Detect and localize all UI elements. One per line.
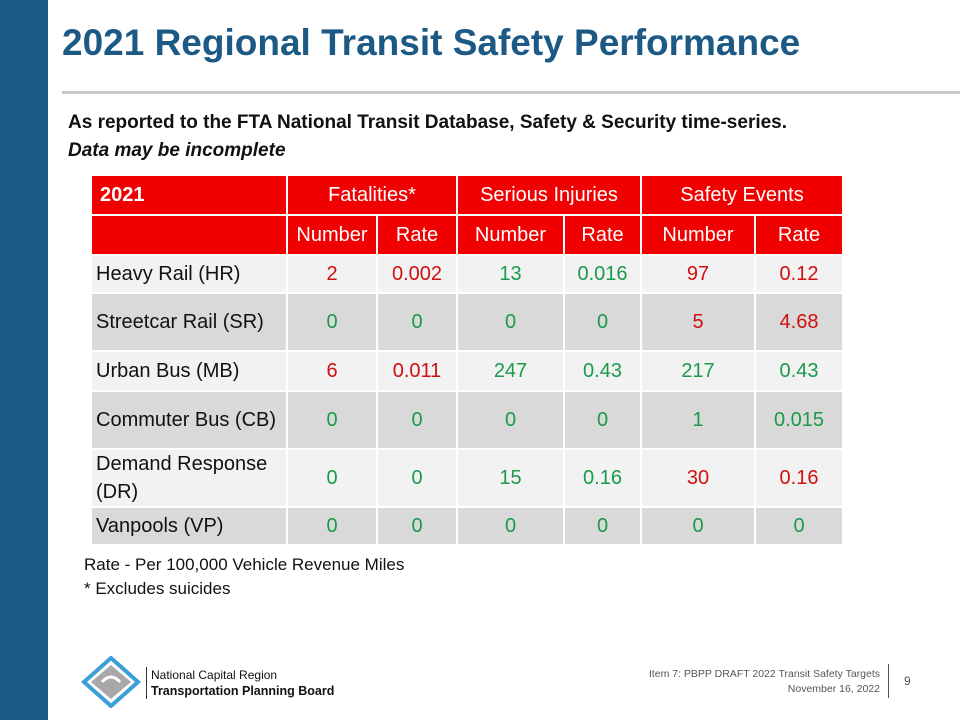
- table-cell: 0.16: [563, 448, 642, 508]
- table-cell: 0: [376, 448, 458, 508]
- org-line2: Transportation Planning Board: [151, 684, 335, 698]
- year-header: 2021: [90, 174, 288, 216]
- table-cell: 0.43: [754, 350, 844, 392]
- table-cell: 1: [640, 390, 756, 450]
- table-cell: 0: [563, 292, 642, 352]
- row-label: Commuter Bus (CB): [90, 390, 288, 450]
- table-cell: 30: [640, 448, 756, 508]
- subheader: Rate: [754, 214, 844, 256]
- title-divider: [62, 91, 960, 94]
- sidebar-band: [0, 0, 48, 720]
- table-row: Demand Response (DR) 0 0 15 0.16 30 0.16: [90, 448, 844, 508]
- footer-item: Item 7: PBPP DRAFT 2022 Transit Safety T…: [648, 668, 880, 680]
- table-cell: 0: [286, 506, 378, 546]
- safety-table: 2021 Fatalities* Serious Injuries Safety…: [90, 174, 844, 546]
- table-cell: 0: [754, 506, 844, 546]
- table-cell: 0: [376, 390, 458, 450]
- page-title: 2021 Regional Transit Safety Performance: [62, 22, 801, 63]
- subtitle-note: Data may be incomplete: [68, 140, 286, 161]
- table-cell: 0.002: [376, 254, 458, 294]
- table-cell: 0.12: [754, 254, 844, 294]
- table-cell: 0.011: [376, 350, 458, 392]
- table-cell: 0: [456, 506, 565, 546]
- table-cell: 0.43: [563, 350, 642, 392]
- subheader: Number: [456, 214, 565, 256]
- table-cell: 5: [640, 292, 756, 352]
- table-cell: 2: [286, 254, 378, 294]
- row-label: Vanpools (VP): [90, 506, 288, 546]
- subheader: Number: [286, 214, 378, 256]
- table-cell: 0: [286, 390, 378, 450]
- table-cell: 0.015: [754, 390, 844, 450]
- row-label: Heavy Rail (HR): [90, 254, 288, 294]
- table-cell: 13: [456, 254, 565, 294]
- tpb-logo-icon: [80, 656, 142, 708]
- subheader: Rate: [563, 214, 642, 256]
- table-cell: 0: [286, 292, 378, 352]
- table-cell: 4.68: [754, 292, 844, 352]
- table-cell: 15: [456, 448, 565, 508]
- table-cell: 0: [640, 506, 756, 546]
- org-line1: National Capital Region: [151, 668, 278, 682]
- table-cell: 0: [456, 292, 565, 352]
- row-label: Urban Bus (MB): [90, 350, 288, 392]
- table-cell: 0.16: [754, 448, 844, 508]
- rate-note: Rate - Per 100,000 Vehicle Revenue Miles: [84, 555, 405, 574]
- subheader: Number: [640, 214, 756, 256]
- table-row: Heavy Rail (HR) 2 0.002 13 0.016 97 0.12: [90, 254, 844, 294]
- table-cell: 6: [286, 350, 378, 392]
- table-cell: 217: [640, 350, 756, 392]
- group-header: Fatalities*: [286, 174, 458, 216]
- subtitle: As reported to the FTA National Transit …: [68, 112, 788, 133]
- table-cell: 97: [640, 254, 756, 294]
- table-cell: 0: [563, 390, 642, 450]
- page-number: 9: [904, 674, 911, 688]
- table-row: Streetcar Rail (SR) 0 0 0 0 5 4.68: [90, 292, 844, 352]
- table-cell: 0.016: [563, 254, 642, 294]
- table-cell: 0: [376, 292, 458, 352]
- group-header: Serious Injuries: [456, 174, 642, 216]
- footer-info: Item 7: PBPP DRAFT 2022 Transit Safety T…: [649, 667, 880, 697]
- subheader: Rate: [376, 214, 458, 256]
- table-cell: 247: [456, 350, 565, 392]
- row-label: Demand Response (DR): [90, 448, 288, 508]
- table-cell: 0: [563, 506, 642, 546]
- suicide-note: * Excludes suicides: [84, 579, 231, 598]
- table-cell: 0: [456, 390, 565, 450]
- blank-header: [90, 214, 288, 256]
- table-cell: 0: [376, 506, 458, 546]
- row-label: Streetcar Rail (SR): [90, 292, 288, 352]
- footer-divider: [888, 664, 889, 698]
- table-cell: 0: [286, 448, 378, 508]
- group-header: Safety Events: [640, 174, 844, 216]
- footer-date: November 16, 2022: [787, 683, 880, 695]
- notes: Rate - Per 100,000 Vehicle Revenue Miles…: [84, 553, 404, 601]
- table-row: Vanpools (VP) 0 0 0 0 0 0: [90, 506, 844, 546]
- table-row: Commuter Bus (CB) 0 0 0 0 1 0.015: [90, 390, 844, 450]
- org-name: National Capital Region Transportation P…: [146, 667, 334, 699]
- table-row: Urban Bus (MB) 6 0.011 247 0.43 217 0.43: [90, 350, 844, 392]
